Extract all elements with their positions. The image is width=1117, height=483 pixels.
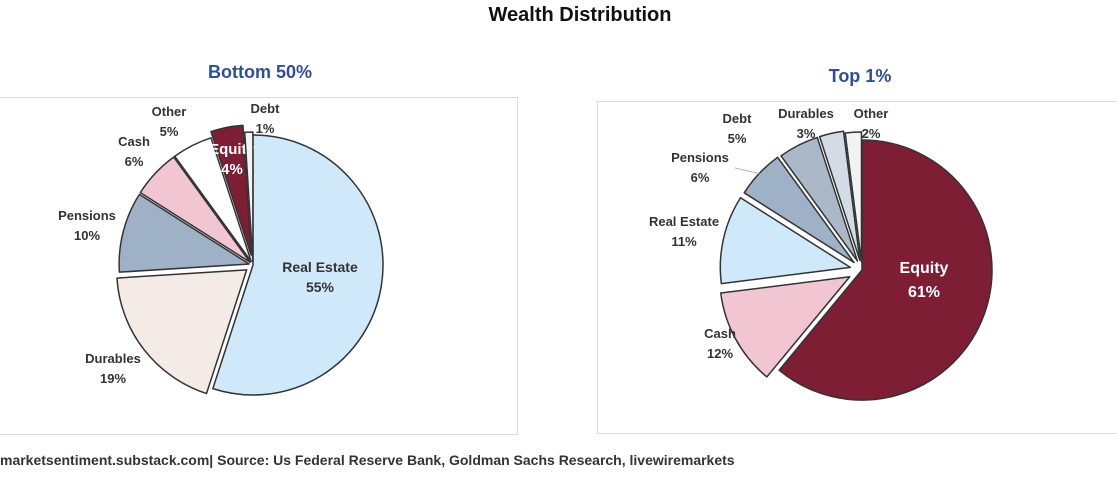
bottom-50-label-other-name: Other: [152, 104, 187, 119]
bottom-50-label-real-estate-name: Real Estate: [282, 259, 358, 275]
bottom-50-label-cash-name: Cash: [118, 134, 150, 149]
top-1-label-equity-name: Equity: [900, 260, 949, 277]
top-1-label-pensions-name: Pensions: [671, 150, 729, 165]
top-1-label-cash-value: 12%: [707, 346, 733, 361]
top-1-slice-real-estate: [719, 196, 852, 285]
bottom-50-chart-title: Bottom 50%: [207, 62, 312, 82]
bottom-50-slice-other: [174, 137, 252, 263]
bottom-50-slice-debt: [243, 131, 254, 263]
bottom-50-slice-cash: [139, 156, 251, 264]
bottom-50-label-pensions-name: Pensions: [58, 208, 116, 223]
top-1-leader-pensions: [734, 167, 760, 174]
top-1-label-equity-value: 61%: [908, 284, 940, 301]
bottom-50-slice-pensions: [118, 193, 250, 273]
top-1-slice-cash: [720, 275, 851, 378]
top-1-label-real-estate-name: Real Estate: [649, 214, 719, 229]
top-1-label-durables-value: 3%: [797, 126, 816, 141]
top-1-label-real-estate-value: 11%: [671, 234, 697, 249]
page-title: Wealth Distribution: [488, 4, 672, 26]
top-1-slice-pensions: [743, 156, 855, 264]
top-1-slice-equity: [778, 139, 993, 401]
top-1-slice-durables: [818, 130, 861, 261]
top-1-label-other-name: Other: [854, 106, 889, 121]
source-footer: marketsentiment.substack.com| Source: Us…: [0, 452, 735, 468]
top-1-slice-other: [844, 131, 863, 263]
bottom-50-label-durables-name: Durables: [85, 351, 141, 366]
bottom-50-label-debt-name: Debt: [251, 101, 281, 116]
top-1-chart-title: Top 1%: [828, 66, 892, 86]
top-1-slice-debt: [780, 136, 859, 262]
bottom-50-label-cash-value: 6%: [125, 154, 144, 169]
top-1-label-durables-name: Durables: [778, 106, 834, 121]
bottom-50-label-pensions-value: 10%: [74, 228, 100, 243]
top-1-label-debt-value: 5%: [728, 131, 747, 146]
bottom-50-label-real-estate-value: 55%: [306, 279, 335, 295]
top-1-label-pensions-value: 6%: [691, 170, 710, 185]
bottom-50-label-durables-value: 19%: [100, 371, 126, 386]
bottom-50-slice-durables: [116, 269, 248, 395]
top-1-label-other-value: 2%: [862, 126, 881, 141]
bottom-50-label-debt-value: 1%: [256, 121, 275, 136]
bottom-50-slice-real-estate: [212, 134, 384, 396]
bottom-50-label-other-value: 5%: [160, 124, 179, 139]
bottom-50-label-equity-value: 4%: [221, 161, 243, 178]
top-1-label-cash-name: Cash: [704, 326, 736, 341]
top-1-label-debt-name: Debt: [723, 111, 753, 126]
bottom-50-label-equity-name: Equity: [209, 141, 255, 158]
bottom-50-slice-equity: [210, 124, 252, 256]
